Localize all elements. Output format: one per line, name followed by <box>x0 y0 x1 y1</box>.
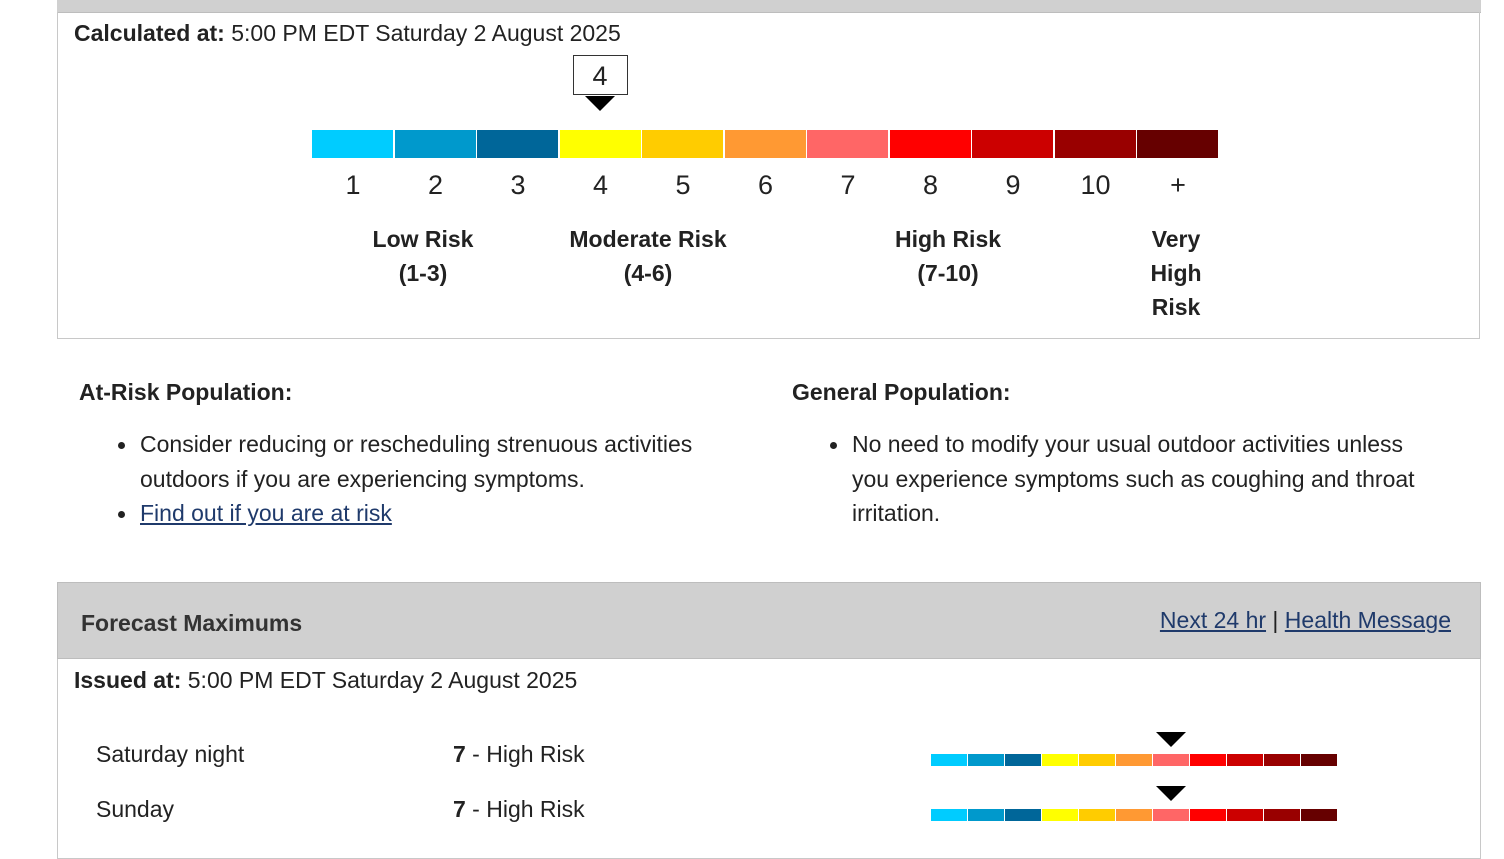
scale-number: 9 <box>1005 170 1021 200</box>
mini-scale-segment <box>968 754 1004 766</box>
mini-scale-segment <box>1264 809 1300 821</box>
scale-number: 1 <box>345 170 361 200</box>
scale-segment <box>477 130 558 158</box>
scale-number: 3 <box>510 170 526 200</box>
at-risk-heading: At-Risk Population: <box>79 379 293 405</box>
list-item: Consider reducing or rescheduling strenu… <box>117 427 692 496</box>
mini-scale-segment <box>1301 809 1337 821</box>
top-section-header-strip <box>57 0 1481 13</box>
mini-scale-segment <box>1227 809 1263 821</box>
list-item: No need to modify your usual outdoor act… <box>830 427 1415 531</box>
current-index-box: 4 <box>572 55 628 95</box>
risk-label-high: High Risk (7-10) <box>894 226 1002 286</box>
calculated-at-line: Calculated at: 5:00 PM EDT Saturday 2 Au… <box>74 20 621 47</box>
mini-scale-segment <box>968 809 1004 821</box>
mini-scale-segment <box>1116 809 1152 821</box>
forecast-title: Forecast Maximums <box>81 610 303 636</box>
mini-scale-segment <box>1116 754 1152 766</box>
issued-at-label: Issued at: <box>74 667 182 693</box>
forecast-mini-scale <box>931 809 1337 821</box>
risk-label-moderate: Moderate Risk (4-6) <box>569 226 727 286</box>
mini-scale-segment <box>1005 754 1041 766</box>
scale-segment <box>642 130 723 158</box>
mini-scale-segment <box>1190 809 1226 821</box>
calculated-at-label: Calculated at: <box>74 20 225 46</box>
forecast-links: Next 24 hr | Health Message <box>1160 607 1451 634</box>
mini-scale-segment <box>1042 809 1078 821</box>
mini-scale-segment <box>1005 809 1041 821</box>
scale-number: + <box>1170 170 1186 200</box>
list-item: Find out if you are at risk <box>117 496 692 531</box>
link-separator: | <box>1272 607 1279 633</box>
issued-at-line: Issued at: 5:00 PM EDT Saturday 2 August… <box>74 667 577 694</box>
scale-segment <box>807 130 888 158</box>
forecast-day-sunday: Sunday <box>96 796 175 822</box>
scale-segment <box>312 130 393 158</box>
mini-scale-segment <box>1042 754 1078 766</box>
scale-segment <box>394 130 476 158</box>
scale-segment <box>1137 130 1218 158</box>
forecast-day-saturday-night: Saturday night <box>96 741 245 767</box>
scale-number: 6 <box>757 170 774 200</box>
mini-scale-segment <box>1190 754 1226 766</box>
scale-number: 5 <box>675 170 691 200</box>
mini-scale-segment <box>1153 809 1189 821</box>
current-index-pointer-icon <box>585 96 615 111</box>
mini-scale-segment <box>1079 809 1115 821</box>
scale-number: 10 <box>1080 170 1111 200</box>
forecast-value-saturday-night: 7 - High Risk <box>453 741 585 767</box>
general-population-heading: General Population: <box>792 379 1011 405</box>
scale-number: 4 <box>592 170 609 200</box>
scale-segment <box>559 130 641 158</box>
find-out-at-risk-link[interactable]: Find out if you are at risk <box>140 500 392 526</box>
scale-number: 7 <box>840 170 856 200</box>
forecast-panel: Issued at: 5:00 PM EDT Saturday 2 August… <box>57 659 1481 859</box>
issued-at-value: 5:00 PM EDT Saturday 2 August 2025 <box>187 667 578 693</box>
risk-label-very-high: Very High Risk <box>1150 226 1202 320</box>
aqhi-color-scale <box>312 130 1218 158</box>
forecast-value-sunday: 7 - High Risk <box>453 796 585 822</box>
mini-scale-segment <box>931 809 967 821</box>
next-24hr-link[interactable]: Next 24 hr <box>1159 607 1267 633</box>
mini-scale-segment <box>1264 754 1300 766</box>
scale-segment <box>889 130 971 158</box>
forecast-pointer-icon <box>1156 786 1186 801</box>
forecast-header: Forecast Maximums Next 24 hr | Health Me… <box>57 582 1481 659</box>
forecast-mini-scale <box>931 754 1337 766</box>
mini-scale-segment <box>1301 754 1337 766</box>
risk-label-low: Low Risk (1-3) <box>372 226 474 286</box>
at-risk-list: Consider reducing or rescheduling strenu… <box>117 427 692 531</box>
health-message-link[interactable]: Health Message <box>1284 607 1451 633</box>
forecast-pointer-icon <box>1156 732 1186 747</box>
calculated-at-value: 5:00 PM EDT Saturday 2 August 2025 <box>231 20 621 46</box>
mini-scale-segment <box>1079 754 1115 766</box>
scale-segment <box>972 130 1053 158</box>
current-aqhi-panel: Calculated at: 5:00 PM EDT Saturday 2 Au… <box>57 12 1480 339</box>
mini-scale-segment <box>1227 754 1263 766</box>
scale-segment <box>1054 130 1136 158</box>
mini-scale-segment <box>1153 754 1189 766</box>
scale-segment <box>724 130 806 158</box>
mini-scale-segment <box>931 754 967 766</box>
general-population-list: No need to modify your usual outdoor act… <box>830 427 1415 531</box>
scale-number: 8 <box>922 170 939 200</box>
scale-number: 2 <box>427 170 444 200</box>
